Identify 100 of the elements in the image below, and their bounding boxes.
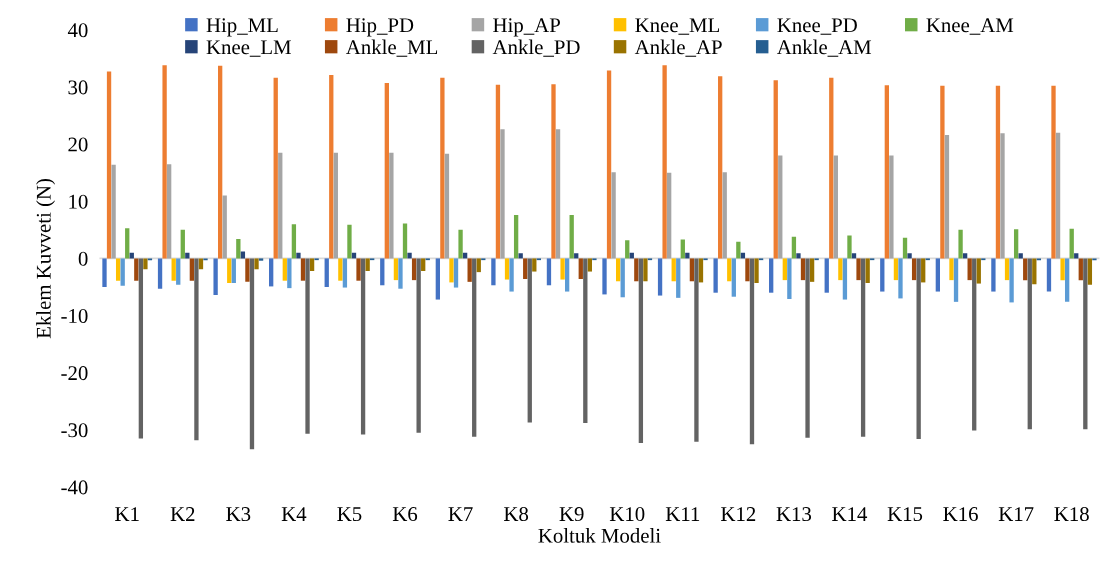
bar (384, 82, 389, 259)
bar (421, 258, 426, 271)
x-tick-label: K4 (281, 507, 307, 521)
legend-label: Ankle_AM (776, 39, 872, 57)
bar (106, 71, 112, 259)
bar (324, 258, 329, 287)
bar (921, 258, 926, 283)
bar (291, 224, 297, 259)
bar (513, 214, 519, 259)
bar (749, 258, 755, 445)
bar (698, 258, 704, 283)
bar (805, 258, 810, 438)
bar (435, 258, 440, 300)
bar (611, 172, 616, 259)
bar (120, 258, 125, 286)
bar (333, 152, 338, 259)
x-axis-title: Koltuk Modeli (538, 528, 661, 543)
bar (1074, 253, 1079, 259)
bar (491, 258, 496, 286)
bar (911, 258, 917, 281)
bar (560, 258, 565, 280)
bar (245, 258, 250, 282)
bar (389, 152, 394, 259)
bar (902, 237, 908, 259)
x-tick-label: K12 (721, 507, 756, 521)
bar (134, 258, 139, 281)
bar (745, 258, 750, 282)
bar (249, 258, 255, 450)
bar (258, 258, 264, 261)
bar (620, 258, 625, 298)
bar (138, 258, 144, 439)
bar (564, 258, 570, 292)
y-tick-label: -30 (61, 423, 88, 438)
bar (1046, 258, 1052, 292)
bar (527, 258, 532, 423)
bar (440, 77, 445, 259)
bar (125, 228, 130, 259)
bar (180, 229, 185, 259)
bar (916, 258, 921, 439)
bar (472, 258, 477, 437)
x-tick-label: K5 (337, 507, 362, 522)
bar (1064, 258, 1070, 302)
bar (962, 253, 968, 259)
bar (1027, 258, 1032, 430)
bar (769, 258, 774, 293)
x-tick-label: K15 (887, 507, 923, 522)
bar (398, 258, 403, 289)
bar (736, 241, 741, 259)
x-tick-label: K10 (609, 507, 645, 522)
bar (958, 229, 963, 259)
bar (935, 258, 941, 292)
bar (287, 258, 292, 289)
bar (662, 65, 667, 259)
bar (583, 258, 588, 423)
bar (884, 85, 889, 259)
bar (198, 258, 204, 270)
bar (278, 152, 283, 259)
bar (944, 134, 950, 259)
bar (416, 258, 421, 433)
bar (953, 258, 959, 302)
bar (500, 129, 505, 259)
y-tick-label: 10 (69, 194, 88, 209)
bar (393, 258, 399, 281)
bar (1009, 258, 1014, 303)
x-tick-label: K17 (998, 507, 1034, 521)
bar (231, 258, 236, 283)
bar (449, 258, 454, 283)
bar (467, 258, 472, 282)
bar (907, 253, 912, 259)
bar (587, 258, 593, 272)
bar (1023, 258, 1028, 281)
x-tick-label: K18 (1054, 507, 1089, 522)
bar (476, 258, 481, 273)
bar (893, 258, 899, 281)
bar (851, 253, 857, 259)
bar (282, 258, 287, 281)
y-tick-label: -10 (61, 308, 88, 323)
bar (1004, 258, 1010, 281)
x-tick-label: K3 (226, 507, 251, 522)
bar (342, 258, 348, 288)
bar (518, 253, 523, 259)
bar (694, 258, 699, 442)
bar (800, 258, 806, 281)
bar (615, 258, 621, 282)
bar (273, 77, 278, 259)
bar (657, 258, 663, 296)
bar (411, 258, 417, 281)
bar (1055, 132, 1061, 259)
bar (504, 258, 510, 280)
bar (402, 223, 408, 259)
bar (296, 252, 301, 259)
bar (625, 240, 630, 259)
x-tick-label: K14 (832, 507, 868, 521)
x-tick-label: K2 (170, 507, 195, 521)
legend-label: Knee_PD (777, 18, 857, 35)
bar (194, 258, 199, 441)
bar (213, 258, 218, 295)
bar (860, 258, 866, 437)
bar (1060, 258, 1065, 281)
bar (824, 258, 829, 293)
